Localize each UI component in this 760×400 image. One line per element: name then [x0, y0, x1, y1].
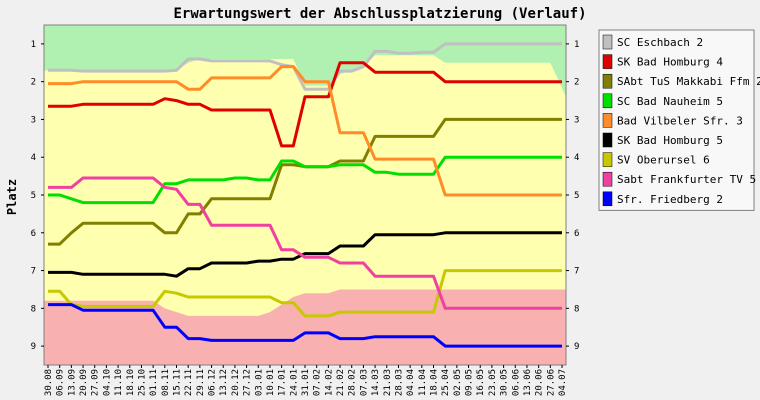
legend-swatch-4 — [602, 93, 613, 109]
y-tick-label-right: 2 — [574, 78, 579, 88]
x-tick-label: 04.10 — [102, 369, 112, 396]
legend-swatch-6 — [602, 132, 613, 148]
x-tick-label: 15.11 — [173, 369, 183, 396]
legend-swatch-5 — [602, 113, 613, 128]
x-tick-label: 18.04 — [430, 369, 440, 396]
y-tick-label-right: 5 — [574, 191, 579, 201]
x-tick-label: 21.02 — [336, 369, 346, 396]
series-line-8 — [48, 176, 562, 310]
x-tick-label: 10.01 — [266, 369, 276, 396]
x-tick-label: 23.05 — [488, 369, 498, 396]
y-tick-label-left: 9 — [31, 342, 36, 352]
legend-swatch-2 — [602, 54, 613, 69]
legend-swatch-3 — [602, 73, 613, 89]
x-tick-label: 13.12 — [219, 369, 229, 396]
y-tick-label-left: 7 — [31, 267, 36, 277]
y-tick-label-left: 3 — [31, 115, 36, 125]
band-red — [44, 289, 566, 365]
legend-entry-8: Sabt Frankfurter TV 5 — [617, 173, 756, 186]
legend-swatch-8 — [602, 171, 613, 187]
legend-entry-7: SV Oberursel 6 — [617, 154, 710, 167]
x-tick-label: 14.03 — [371, 369, 381, 396]
x-tick-label: 07.02 — [313, 369, 323, 396]
legend-entry-5: Bad Vilbeler Sfr. 3 — [617, 114, 743, 127]
x-tick-label: 20.06 — [535, 369, 545, 396]
legend-entry-1: SC Eschbach 2 — [617, 36, 703, 49]
x-tick-label: 25.10 — [137, 369, 147, 396]
series-line-9 — [48, 303, 562, 348]
y-tick-label-left: 1 — [31, 40, 36, 50]
legend-entry-3: SAbt TuS Makkabi Ffm 2 — [617, 75, 760, 88]
x-tick-label: 04.07 — [558, 369, 568, 396]
series-line-7 — [48, 269, 562, 318]
y-tick-label-right: 7 — [574, 267, 579, 277]
x-tick-label: 31.01 — [301, 369, 311, 396]
x-tick-label: 09.05 — [465, 369, 475, 396]
x-tick-label: 25.04 — [441, 369, 451, 396]
y-tick-label-left: 6 — [31, 229, 36, 239]
x-tick-label: 02.05 — [453, 369, 463, 396]
legend-entry-2: SK Bad Homburg 4 — [617, 56, 723, 69]
series-line-2 — [48, 61, 562, 148]
legend-entry-6: SK Bad Homburg 5 — [617, 134, 723, 147]
x-tick-label: 07.03 — [359, 369, 369, 396]
legend-entry-9: Sfr. Friedberg 2 — [617, 193, 723, 206]
y-tick-label-left: 4 — [31, 153, 36, 163]
chart-title: Erwartungswert der Abschlussplatzierung … — [173, 6, 586, 22]
x-tick-label: 11.10 — [114, 369, 124, 396]
x-tick-label: 28.03 — [394, 369, 404, 396]
x-tick-label: 06.12 — [208, 369, 218, 396]
legend-swatch-9 — [602, 191, 613, 207]
y-axis-label: Platz — [5, 179, 19, 215]
series-line-5 — [48, 65, 562, 197]
x-tick-label: 01.11 — [149, 369, 159, 396]
x-tick-label: 06.09 — [56, 369, 66, 396]
legend: SC Eschbach 2 SK Bad Homburg 4 SAbt TuS Ma… — [598, 29, 760, 211]
y-tick-label-right: 8 — [574, 304, 579, 314]
x-tick-label: 06.06 — [511, 369, 521, 396]
y-tick-label-left: 2 — [31, 78, 36, 88]
series-line-4 — [48, 155, 562, 205]
x-tick-label: 28.02 — [348, 369, 358, 396]
x-tick-label: 14.02 — [324, 369, 334, 396]
x-tick-label: 03.01 — [254, 369, 264, 396]
x-tick-label: 18.10 — [126, 369, 136, 396]
y-tick-label-right: 1 — [574, 40, 579, 50]
x-tick-label: 17.01 — [278, 369, 288, 396]
x-tick-label: 08.11 — [161, 369, 171, 396]
series-line-6 — [48, 231, 562, 278]
y-tick-label-right: 3 — [574, 115, 579, 125]
series-line-1 — [48, 42, 562, 91]
y-tick-label-left: 5 — [31, 191, 36, 201]
x-tick-label: 30.08 — [44, 369, 54, 396]
x-tick-label: 27.09 — [91, 369, 101, 396]
x-tick-label: 04.04 — [406, 369, 416, 396]
x-tick-label: 29.11 — [196, 369, 206, 396]
x-tick-label: 27.06 — [546, 369, 556, 396]
legend-entry-4: SC Bad Nauheim 5 — [617, 95, 723, 108]
x-tick-label: 20.12 — [231, 369, 241, 396]
plot-area: 1 12 23 34 45 56 67 78 89 930.08 06.09 13.09 20.09 27… — [31, 24, 579, 396]
x-tick-label: 13.09 — [67, 369, 77, 396]
band-green — [44, 25, 566, 97]
x-tick-label: 24.01 — [289, 369, 299, 396]
legend-box — [598, 29, 755, 211]
legend-swatch-7 — [602, 152, 613, 167]
y-tick-label-right: 9 — [574, 342, 579, 352]
x-tick-label: 20.09 — [79, 369, 89, 396]
y-tick-label-left: 8 — [31, 304, 36, 314]
y-tick-label-right: 6 — [574, 229, 579, 239]
x-tick-label: 21.03 — [383, 369, 393, 396]
x-tick-label: 30.05 — [500, 369, 510, 396]
x-tick-label: 13.06 — [523, 369, 533, 396]
x-tick-label: 22.11 — [184, 369, 194, 396]
y-tick-label-right: 4 — [574, 153, 579, 163]
x-tick-label: 27.12 — [243, 369, 253, 396]
x-tick-label: 16.05 — [476, 369, 486, 396]
x-tick-label: 11.04 — [418, 369, 428, 396]
legend-swatch-1 — [602, 34, 613, 50]
